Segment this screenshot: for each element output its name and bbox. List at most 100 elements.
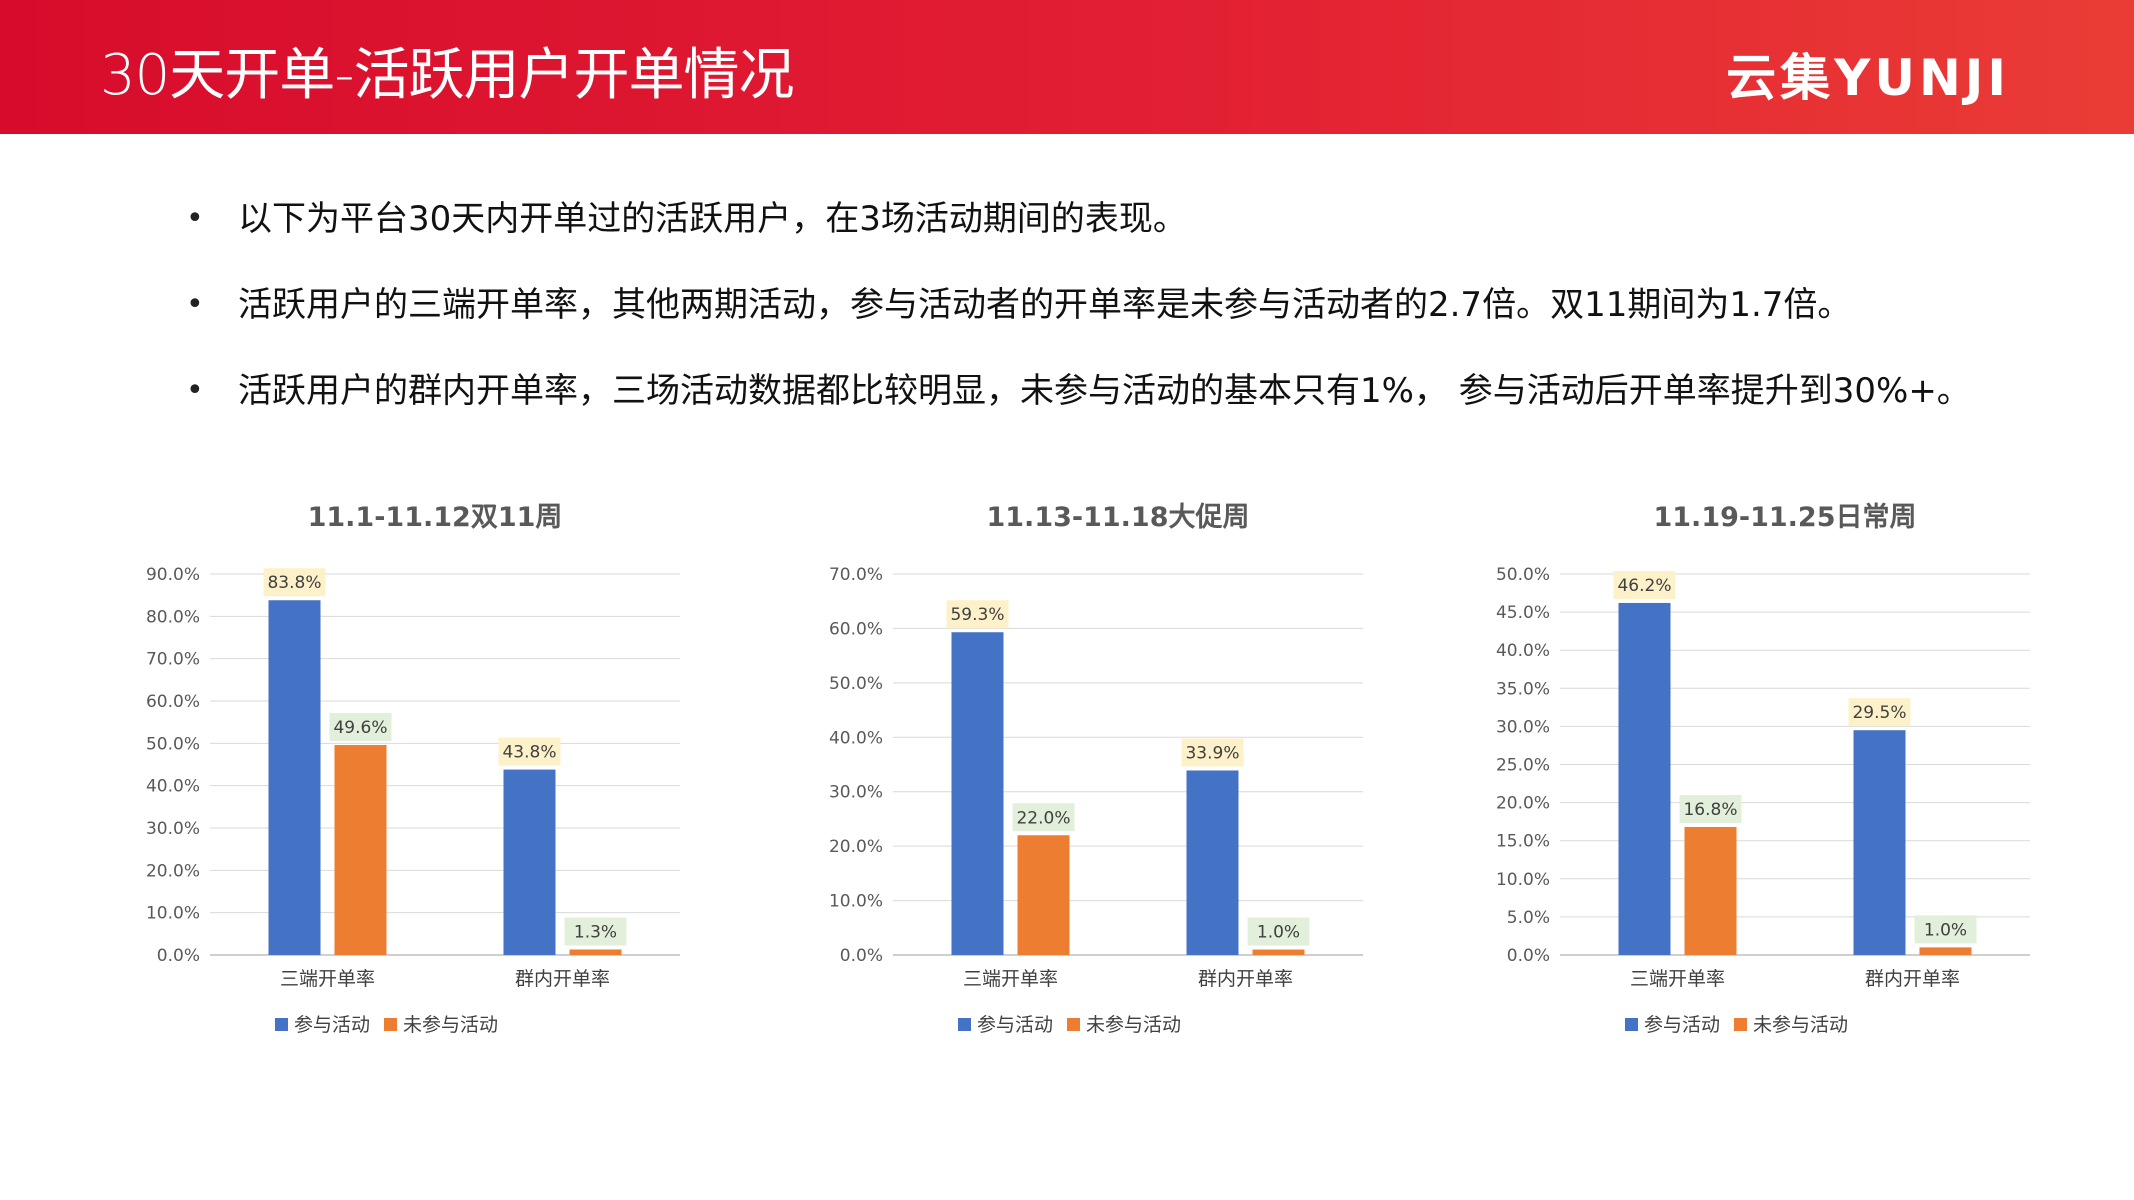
page-title: 30天开单-活跃用户开单情况 bbox=[100, 43, 794, 108]
y-tick-label: 5.0% bbox=[1507, 908, 1550, 928]
y-tick-label: 10.0% bbox=[146, 904, 200, 924]
bar-series-participate bbox=[1853, 730, 1906, 955]
y-tick-label: 90.0% bbox=[146, 565, 200, 585]
data-label: 83.8% bbox=[267, 573, 321, 593]
y-tick-label: 60.0% bbox=[829, 619, 883, 639]
data-label: 59.3% bbox=[950, 605, 1004, 625]
y-tick-label: 70.0% bbox=[829, 565, 883, 585]
bar-series-not-participate bbox=[569, 949, 622, 955]
data-label-bg bbox=[946, 600, 1009, 629]
y-tick-label: 80.0% bbox=[146, 607, 200, 627]
bullet-dot-icon: • bbox=[186, 287, 204, 322]
legend-swatch bbox=[1067, 1018, 1080, 1031]
y-tick-label: 50.0% bbox=[146, 734, 200, 754]
data-label: 29.5% bbox=[1852, 703, 1906, 723]
chart-svg: 11.19-11.25日常周 0.0% 5.0% 10.0% 15.0% 20.0% 25.… bbox=[1496, 502, 2030, 1036]
data-label-bg bbox=[564, 917, 627, 946]
y-tick-label: 30.0% bbox=[829, 783, 883, 803]
bar-series-not-participate bbox=[1919, 947, 1972, 955]
x-category-label: 群内开单率 bbox=[1198, 968, 1293, 990]
data-label-bg bbox=[498, 737, 561, 766]
bar-series-participate bbox=[1618, 602, 1671, 955]
data-label: 16.8% bbox=[1683, 800, 1737, 820]
bullet-text: 以下为平台30天内开单过的活跃用户，在3场活动期间的表现。 bbox=[238, 199, 1187, 239]
chart-title: 11.1-11.12双11周 bbox=[308, 502, 563, 533]
bar-series-not-participate bbox=[1017, 835, 1070, 955]
data-label: 1.0% bbox=[1257, 923, 1300, 943]
y-tick-label: 70.0% bbox=[146, 650, 200, 670]
data-label-bg bbox=[1012, 803, 1075, 832]
bar-series-not-participate bbox=[334, 745, 387, 955]
chart-daily-week: 11.19-11.25日常周 0.0% 5.0% 10.0% 15.0% 20.0% 25.… bbox=[1470, 492, 2134, 1062]
y-tick-label: 40.0% bbox=[829, 728, 883, 748]
bullet-dot-icon: • bbox=[186, 201, 204, 236]
data-label: 46.2% bbox=[1617, 576, 1671, 596]
legend-swatch bbox=[1734, 1018, 1747, 1031]
legend-swatch bbox=[1625, 1018, 1638, 1031]
data-label: 33.9% bbox=[1185, 743, 1239, 763]
header-bar: 30天开单-活跃用户开单情况 云集YUNJI bbox=[0, 0, 2134, 134]
chart-title: 11.19-11.25日常周 bbox=[1653, 502, 1916, 533]
data-label-bg bbox=[1848, 698, 1911, 727]
chart-svg: 11.13-11.18大促周 0.0% 10.0% 20.0% 30.0% 40.0% 50… bbox=[829, 502, 1363, 1036]
y-tick-label: 40.0% bbox=[146, 777, 200, 797]
bar-series-participate bbox=[1186, 770, 1239, 955]
legend-label: 未参与活动 bbox=[1753, 1014, 1848, 1036]
data-label: 43.8% bbox=[502, 743, 556, 763]
data-label-bg bbox=[1679, 794, 1742, 823]
legend-label: 参与活动 bbox=[977, 1014, 1053, 1036]
bullet-text: 活跃用户的三端开单率，其他两期活动，参与活动者的开单率是未参与活动者的2.7倍。… bbox=[238, 285, 1852, 325]
y-tick-label: 10.0% bbox=[829, 892, 883, 912]
yunji-logo: 云集YUNJI bbox=[1726, 49, 2010, 107]
data-label: 1.3% bbox=[574, 922, 617, 942]
data-label-bg bbox=[1181, 738, 1244, 767]
x-category-label: 三端开单率 bbox=[280, 968, 375, 990]
chart-promo-week: 11.13-11.18大促周 0.0% 10.0% 20.0% 30.0% 40.0% 50… bbox=[803, 492, 1483, 1062]
bar-series-participate bbox=[503, 769, 556, 955]
data-label-bg bbox=[1247, 917, 1310, 946]
y-tick-label: 0.0% bbox=[840, 946, 883, 966]
bar-series-participate bbox=[951, 632, 1004, 955]
legend-label: 参与活动 bbox=[294, 1014, 370, 1036]
data-label-bg bbox=[1914, 915, 1977, 944]
data-label: 22.0% bbox=[1016, 808, 1070, 828]
bar-series-not-participate bbox=[1684, 826, 1737, 955]
bullet-dot-icon: • bbox=[186, 373, 204, 408]
y-tick-label: 40.0% bbox=[1496, 641, 1550, 661]
y-tick-label: 30.0% bbox=[1496, 717, 1550, 737]
y-tick-label: 20.0% bbox=[146, 861, 200, 881]
y-tick-label: 25.0% bbox=[1496, 756, 1550, 776]
bar-series-not-participate bbox=[1252, 949, 1305, 955]
bullet-text: 活跃用户的群内开单率，三场活动数据都比较明显，未参与活动的基本只有1%， 参与活… bbox=[238, 371, 1971, 411]
data-label-bg bbox=[1613, 570, 1676, 599]
y-tick-label: 60.0% bbox=[146, 692, 200, 712]
y-tick-label: 20.0% bbox=[1496, 794, 1550, 814]
y-tick-label: 10.0% bbox=[1496, 870, 1550, 890]
data-label: 49.6% bbox=[333, 718, 387, 738]
y-tick-label: 30.0% bbox=[146, 819, 200, 839]
legend-label: 未参与活动 bbox=[1086, 1014, 1181, 1036]
x-category-label: 三端开单率 bbox=[963, 968, 1058, 990]
chart-title: 11.13-11.18大促周 bbox=[986, 502, 1249, 533]
legend-label: 未参与活动 bbox=[403, 1014, 498, 1036]
y-tick-label: 15.0% bbox=[1496, 832, 1550, 852]
y-tick-label: 50.0% bbox=[829, 674, 883, 694]
bullet-list: • 以下为平台30天内开单过的活跃用户，在3场活动期间的表现。 • 活跃用户的三… bbox=[186, 188, 2086, 446]
data-label: 1.0% bbox=[1924, 920, 1967, 940]
y-tick-label: 35.0% bbox=[1496, 679, 1550, 699]
y-tick-label: 20.0% bbox=[829, 837, 883, 857]
bar-series-participate bbox=[268, 600, 321, 955]
x-category-label: 群内开单率 bbox=[1865, 968, 1960, 990]
chart-svg: 11.1-11.12双11周 0.0% 10.0% 20.0% 30.0% 40.0% 50… bbox=[146, 502, 680, 1036]
chart-double11-week: 11.1-11.12双11周 0.0% 10.0% 20.0% 30.0% 40.0% 50… bbox=[120, 492, 800, 1062]
data-label-bg bbox=[263, 568, 326, 597]
y-tick-label: 50.0% bbox=[1496, 565, 1550, 585]
bullet-item: • 活跃用户的群内开单率，三场活动数据都比较明显，未参与活动的基本只有1%， 参… bbox=[186, 360, 2086, 446]
y-tick-label: 0.0% bbox=[1507, 946, 1550, 966]
y-tick-label: 0.0% bbox=[157, 946, 200, 966]
legend-swatch bbox=[958, 1018, 971, 1031]
x-category-label: 三端开单率 bbox=[1630, 968, 1725, 990]
data-label-bg bbox=[329, 713, 392, 742]
x-category-label: 群内开单率 bbox=[515, 968, 610, 990]
legend-label: 参与活动 bbox=[1644, 1014, 1720, 1036]
